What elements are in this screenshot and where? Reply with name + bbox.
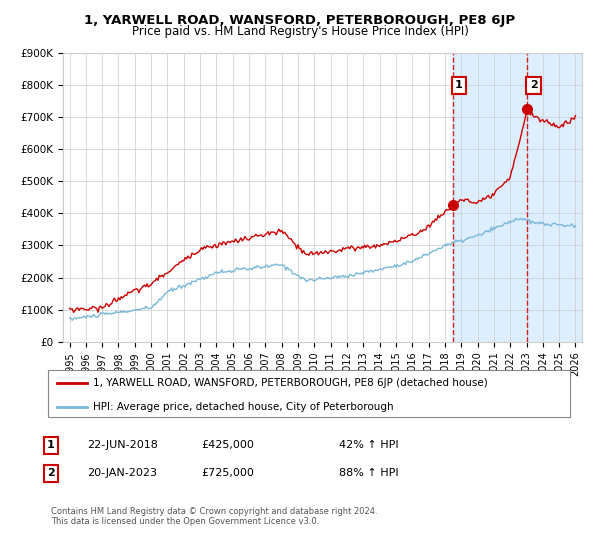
Bar bbox=[527, 53, 582, 342]
Text: 2: 2 bbox=[530, 80, 538, 90]
Text: 2: 2 bbox=[47, 468, 55, 478]
Text: Price paid vs. HM Land Registry's House Price Index (HPI): Price paid vs. HM Land Registry's House … bbox=[131, 25, 469, 38]
Text: £725,000: £725,000 bbox=[201, 468, 254, 478]
Text: 88% ↑ HPI: 88% ↑ HPI bbox=[339, 468, 398, 478]
Bar bbox=[452, 53, 527, 342]
Text: 1, YARWELL ROAD, WANSFORD, PETERBOROUGH, PE8 6JP (detached house): 1, YARWELL ROAD, WANSFORD, PETERBOROUGH,… bbox=[93, 378, 488, 388]
Text: 22-JUN-2018: 22-JUN-2018 bbox=[87, 440, 158, 450]
Text: £425,000: £425,000 bbox=[201, 440, 254, 450]
Text: 1: 1 bbox=[47, 440, 55, 450]
Text: 20-JAN-2023: 20-JAN-2023 bbox=[87, 468, 157, 478]
Text: Contains HM Land Registry data © Crown copyright and database right 2024.
This d: Contains HM Land Registry data © Crown c… bbox=[51, 507, 377, 526]
Text: HPI: Average price, detached house, City of Peterborough: HPI: Average price, detached house, City… bbox=[93, 402, 394, 412]
Text: 42% ↑ HPI: 42% ↑ HPI bbox=[339, 440, 398, 450]
Text: 1, YARWELL ROAD, WANSFORD, PETERBOROUGH, PE8 6JP: 1, YARWELL ROAD, WANSFORD, PETERBOROUGH,… bbox=[85, 14, 515, 27]
Text: 1: 1 bbox=[455, 80, 463, 90]
